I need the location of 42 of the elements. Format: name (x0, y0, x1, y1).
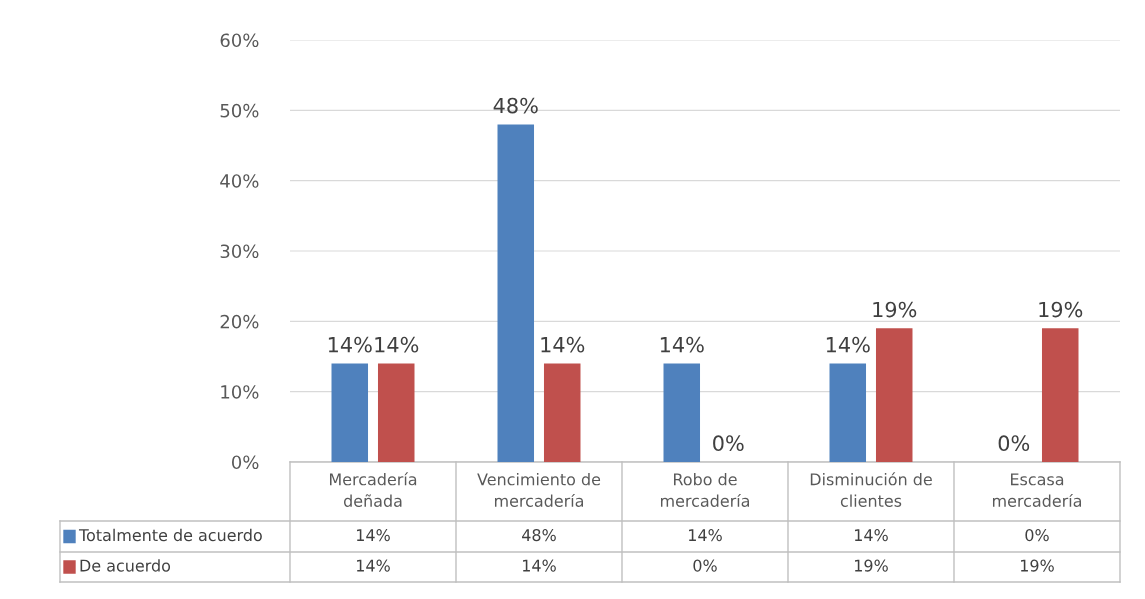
data-label: 14% (523, 559, 556, 572)
y-tick-label: 20% (220, 314, 259, 329)
data-label: 19% (1021, 559, 1054, 572)
y-tick-label: 50% (220, 103, 259, 118)
text: 14% (328, 336, 372, 353)
text: 14% (375, 336, 419, 353)
bar (543, 363, 581, 462)
data-label: 0% (1025, 529, 1049, 542)
data-label: 14% (855, 529, 888, 542)
x-tick-label: Vencimiento de mercadería (477, 473, 601, 507)
x-tick-label: Disminución de clientes (810, 472, 932, 507)
data-label: 48% (522, 529, 556, 542)
text: 19% (1039, 301, 1083, 318)
text: 14% (541, 336, 585, 353)
bar (377, 363, 415, 462)
text: 48% (493, 97, 538, 114)
y-tick-label: 30% (220, 244, 259, 259)
bar (875, 328, 913, 462)
bar (829, 363, 867, 462)
x-tick-label: Escasa mercadería (992, 473, 1082, 507)
data-label: 14% (357, 559, 390, 572)
data-label: 14% (357, 529, 390, 542)
y-tick-label: 40% (220, 174, 259, 188)
bar (497, 124, 535, 462)
bar (663, 363, 701, 462)
x-tick-label: Mercadería deñada (329, 472, 417, 507)
data-label: 14% (689, 529, 722, 542)
bar (331, 363, 369, 462)
data-label: 0% (693, 559, 717, 572)
y-tick-label: 0% (231, 455, 259, 470)
legend-label: Totalmente de acuerdo (78, 528, 262, 542)
text: 0% (998, 435, 1030, 452)
data-label: 19% (855, 559, 888, 572)
text: 14% (826, 336, 870, 353)
x-tick-label: Robo de mercadería (660, 473, 750, 507)
text: 0% (713, 435, 744, 452)
legend-label: De acuerdo (80, 559, 171, 572)
y-tick-label: 60% (220, 33, 259, 48)
text: 19% (873, 301, 917, 318)
y-tick-label: 10% (221, 385, 259, 399)
bar (1041, 328, 1079, 462)
text: 14% (660, 336, 704, 353)
